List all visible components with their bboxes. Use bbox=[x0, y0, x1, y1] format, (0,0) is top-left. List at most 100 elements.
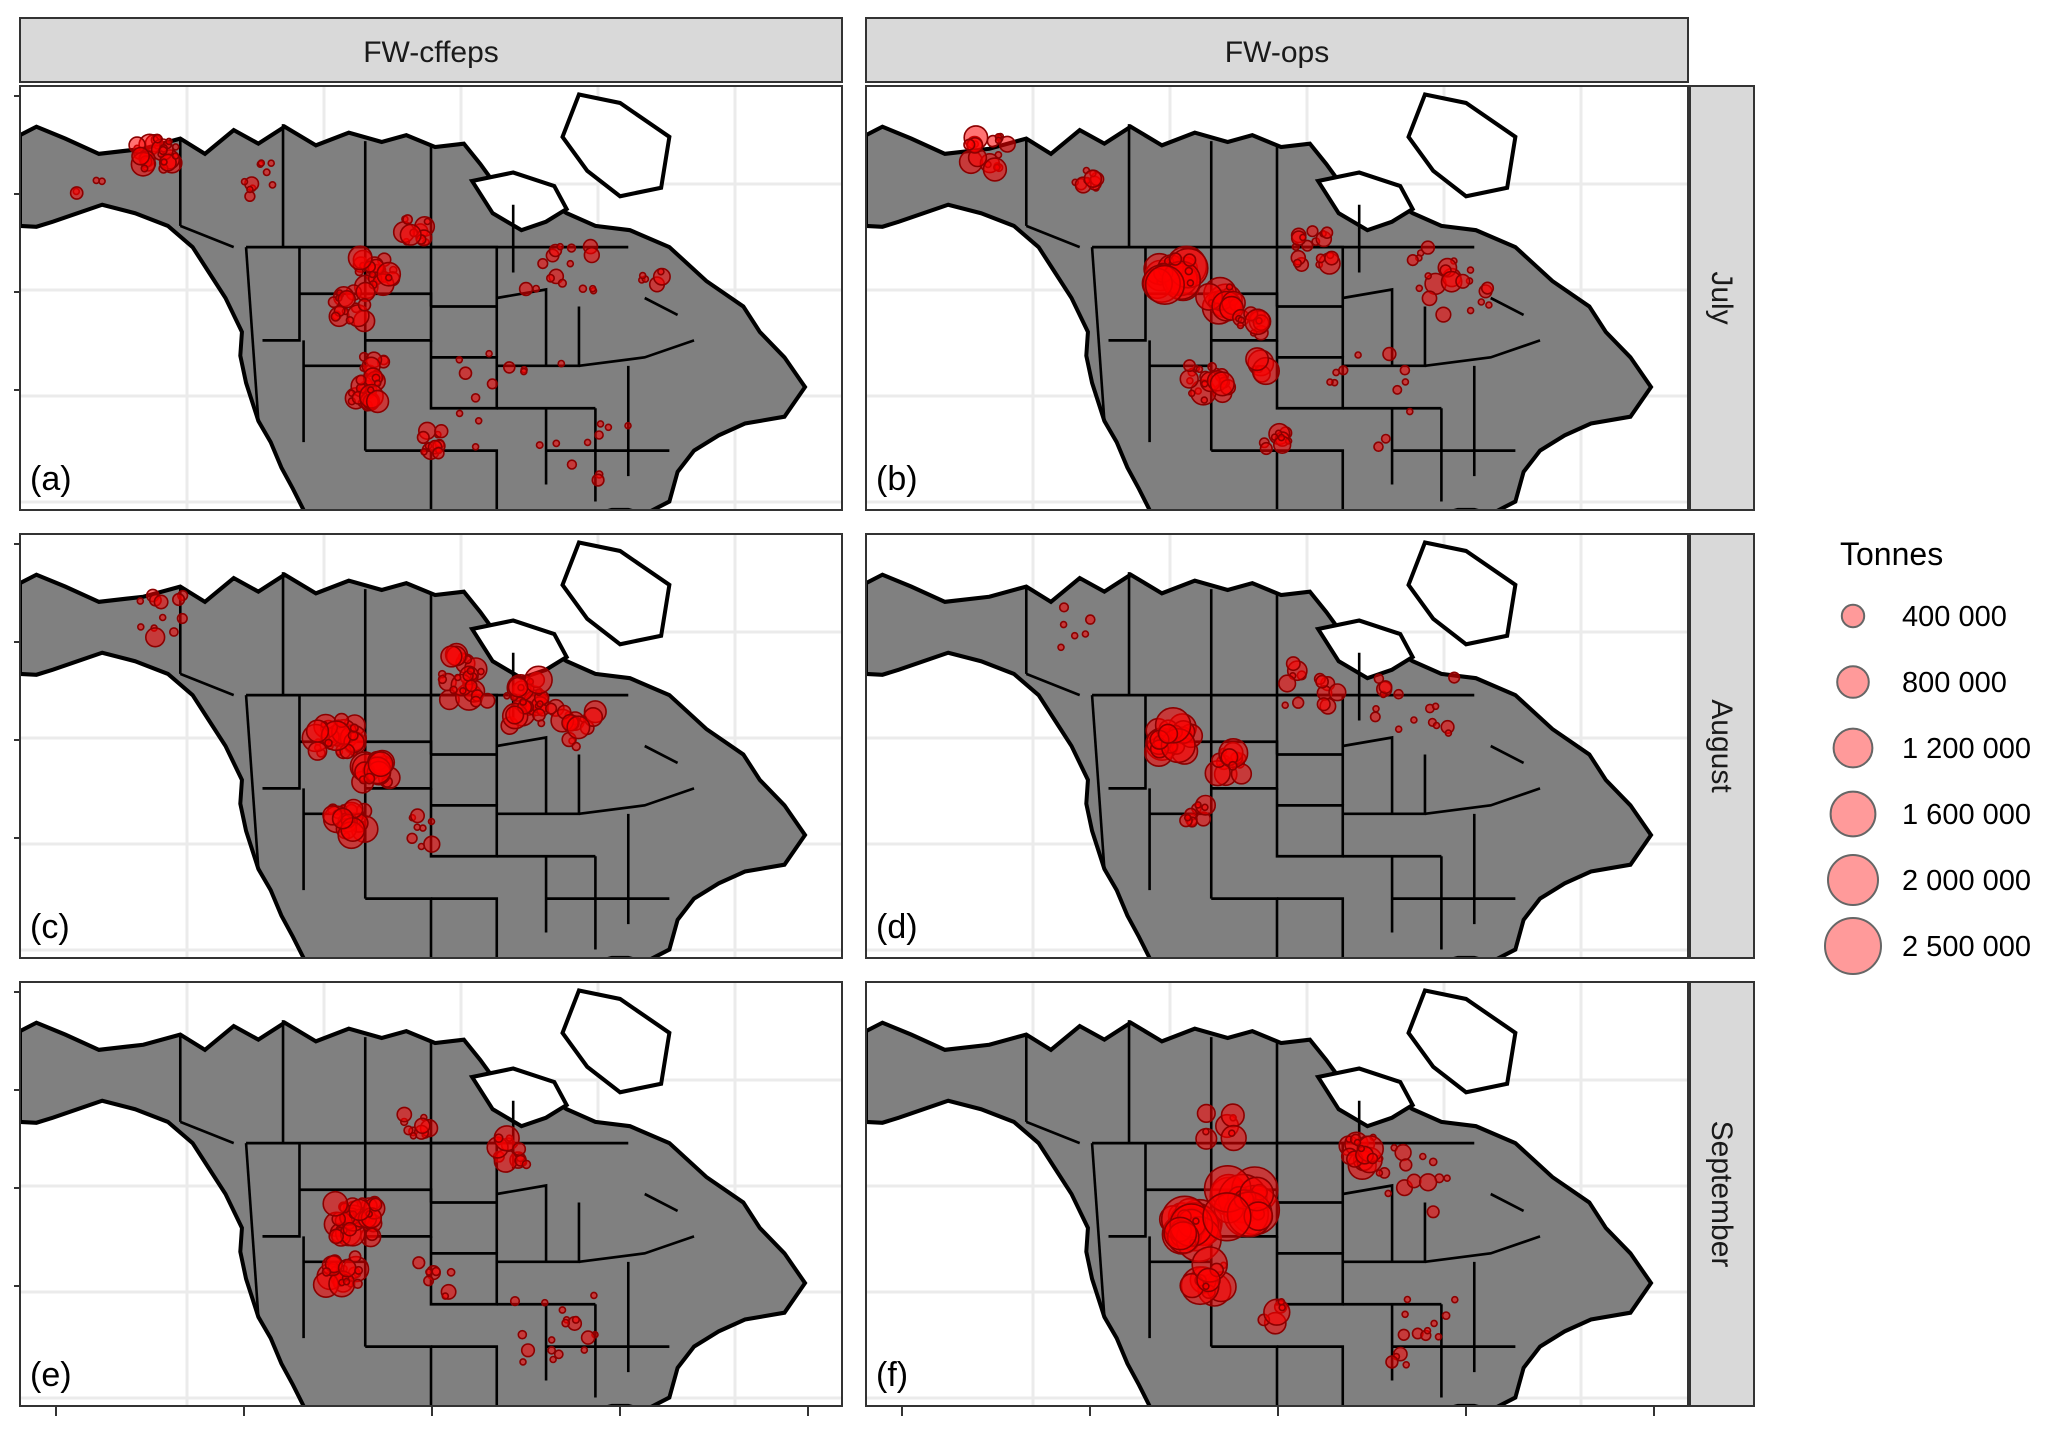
emission-point bbox=[604, 423, 613, 432]
emission-point bbox=[160, 158, 168, 166]
emission-point bbox=[557, 359, 566, 368]
emission-point bbox=[536, 700, 544, 708]
column-label-1: FW-cffeps bbox=[363, 36, 499, 69]
emission-point bbox=[1058, 602, 1070, 613]
emission-point bbox=[588, 284, 597, 293]
emission-point bbox=[1394, 725, 1403, 734]
emission-point bbox=[1485, 301, 1493, 309]
panel-label-e: (e) bbox=[30, 1356, 72, 1394]
emission-point bbox=[1182, 253, 1197, 267]
emission-point bbox=[1195, 365, 1204, 374]
emission-point bbox=[571, 1315, 581, 1324]
emission-point bbox=[337, 290, 356, 309]
emission-point bbox=[477, 667, 485, 676]
map-panel-f: (f) bbox=[865, 981, 1689, 1407]
emission-point bbox=[1373, 673, 1385, 685]
hudson-bay bbox=[468, 618, 570, 681]
emission-point bbox=[305, 719, 330, 743]
emission-point bbox=[432, 446, 445, 460]
emission-point bbox=[168, 627, 179, 637]
emission-point bbox=[434, 424, 449, 439]
hudson-bay bbox=[1314, 618, 1416, 681]
emission-point bbox=[1228, 1129, 1236, 1137]
arctic-water bbox=[1406, 92, 1518, 199]
emission-point bbox=[553, 1349, 564, 1360]
arctic-water bbox=[560, 988, 672, 1095]
emission-point bbox=[449, 685, 458, 695]
emission-point bbox=[1315, 674, 1329, 689]
map-panels: (a) (b) (c) (d) (e) (f) bbox=[14, 85, 1689, 1407]
emission-point bbox=[1384, 1189, 1392, 1198]
emission-point bbox=[1406, 1173, 1422, 1189]
emission-point bbox=[357, 297, 372, 312]
emission-point bbox=[1188, 389, 1196, 398]
row-label-3: September bbox=[1705, 1121, 1738, 1268]
emission-point bbox=[624, 421, 632, 430]
emission-point bbox=[1434, 1333, 1443, 1341]
emission-point bbox=[1357, 1144, 1366, 1153]
emission-point bbox=[1163, 1216, 1198, 1251]
emission-point bbox=[1448, 671, 1461, 684]
legend-item-label: 2 500 000 bbox=[1902, 931, 2031, 963]
emission-point bbox=[1378, 680, 1393, 695]
emission-point bbox=[453, 673, 462, 682]
emission-point bbox=[1401, 378, 1410, 386]
emission-point bbox=[1278, 674, 1297, 693]
emission-point bbox=[1281, 701, 1289, 710]
emission-point bbox=[1426, 1205, 1440, 1219]
emission-point bbox=[342, 1221, 358, 1237]
emission-point bbox=[1220, 1124, 1247, 1152]
emission-point bbox=[1373, 441, 1384, 453]
legend-title: Tonnes bbox=[1840, 536, 1943, 572]
emission-point bbox=[535, 441, 544, 450]
emission-point bbox=[479, 692, 496, 709]
emission-point bbox=[537, 719, 546, 728]
emission-point bbox=[1196, 1103, 1216, 1123]
emission-point bbox=[1401, 1310, 1409, 1319]
legend-item-label: 800 000 bbox=[1902, 667, 2007, 699]
emission-point bbox=[591, 473, 605, 487]
emission-point bbox=[368, 1197, 383, 1212]
panel-border bbox=[865, 85, 1689, 511]
emission-point bbox=[1070, 631, 1079, 640]
emission-point bbox=[331, 807, 354, 830]
emission-point bbox=[1285, 656, 1301, 672]
emission-point bbox=[583, 438, 592, 447]
panel-label-b: (b) bbox=[876, 460, 918, 498]
emission-point bbox=[1424, 272, 1432, 280]
emission-point bbox=[512, 1142, 527, 1157]
emission-point bbox=[324, 738, 333, 748]
emission-point bbox=[1320, 226, 1334, 239]
panel-label-a: (a) bbox=[30, 460, 72, 498]
emission-point bbox=[1186, 279, 1195, 287]
emission-point bbox=[1397, 1328, 1411, 1342]
emission-point bbox=[158, 145, 168, 156]
emission-point bbox=[1299, 233, 1307, 242]
emission-point bbox=[1451, 1295, 1459, 1304]
emission-point bbox=[1227, 760, 1238, 771]
emission-point bbox=[348, 1198, 371, 1222]
emission-point bbox=[486, 378, 498, 390]
emission-point bbox=[1435, 306, 1452, 323]
emission-point bbox=[1420, 240, 1436, 255]
emission-point bbox=[474, 416, 483, 425]
emission-point bbox=[1375, 1169, 1384, 1177]
emission-point bbox=[994, 150, 1003, 159]
emission-point bbox=[409, 808, 425, 824]
emission-point bbox=[1244, 308, 1271, 336]
map-panel-c: (c) bbox=[14, 533, 843, 959]
emission-point bbox=[1455, 273, 1471, 289]
emission-point bbox=[441, 1292, 450, 1300]
emission-point bbox=[384, 273, 393, 282]
emission-point bbox=[1423, 1326, 1432, 1335]
emission-point bbox=[1207, 361, 1217, 372]
panel-border bbox=[19, 85, 843, 511]
emission-point bbox=[1382, 346, 1397, 362]
emission-point bbox=[1200, 396, 1209, 404]
arctic-water bbox=[1406, 540, 1518, 647]
legend-size-swatch bbox=[1827, 854, 1879, 906]
emission-point bbox=[1431, 702, 1440, 711]
emission-point bbox=[1326, 378, 1334, 386]
emission-point bbox=[557, 278, 568, 288]
emission-point bbox=[262, 168, 271, 177]
